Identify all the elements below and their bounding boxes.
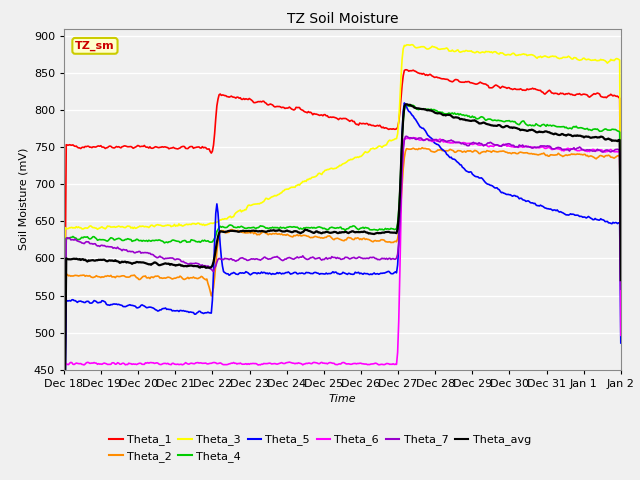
Theta_7: [392, 256, 399, 262]
Theta_7: [60, 469, 68, 475]
Theta_3: [408, 42, 416, 48]
Theta_avg: [324, 229, 332, 235]
Theta_6: [60, 473, 68, 479]
Theta_5: [328, 270, 335, 276]
Theta_avg: [392, 230, 399, 236]
Theta_1: [324, 114, 332, 120]
Theta_1: [60, 421, 68, 427]
Theta_6: [518, 144, 525, 149]
Theta_1: [362, 121, 369, 127]
Theta_2: [605, 152, 612, 158]
Theta_avg: [518, 127, 525, 132]
Line: Theta_7: Theta_7: [64, 136, 621, 472]
Theta_avg: [605, 136, 612, 142]
Theta_4: [328, 224, 335, 230]
Theta_4: [392, 226, 399, 232]
Theta_4: [617, 272, 625, 278]
Theta_6: [410, 135, 417, 141]
Theta_2: [328, 235, 335, 241]
Theta_2: [324, 233, 332, 239]
Y-axis label: Soil Moisture (mV): Soil Moisture (mV): [19, 148, 28, 251]
Theta_7: [324, 255, 332, 261]
Theta_2: [518, 149, 525, 155]
Theta_6: [328, 360, 335, 366]
Theta_4: [324, 227, 332, 232]
Theta_3: [518, 51, 525, 57]
Theta_2: [362, 237, 369, 242]
Theta_5: [518, 195, 525, 201]
Theta_4: [518, 119, 525, 125]
X-axis label: Time: Time: [328, 394, 356, 404]
Theta_1: [392, 126, 399, 132]
Theta_6: [324, 360, 332, 366]
Theta_7: [328, 254, 335, 260]
Theta_7: [518, 143, 525, 149]
Theta_5: [401, 100, 408, 106]
Line: Theta_4: Theta_4: [64, 105, 621, 470]
Theta_avg: [362, 229, 369, 235]
Theta_5: [617, 340, 625, 346]
Theta_3: [605, 59, 612, 65]
Theta_1: [605, 93, 612, 98]
Theta_4: [362, 225, 369, 230]
Theta_1: [518, 86, 525, 92]
Theta_2: [419, 145, 426, 151]
Theta_2: [617, 290, 625, 296]
Line: Theta_5: Theta_5: [64, 103, 621, 480]
Theta_avg: [60, 478, 68, 480]
Theta_1: [328, 115, 335, 120]
Line: Theta_1: Theta_1: [64, 70, 621, 424]
Theta_4: [605, 127, 612, 133]
Theta_3: [328, 166, 335, 171]
Theta_5: [605, 220, 612, 226]
Line: Theta_6: Theta_6: [64, 138, 621, 476]
Text: TZ_sm: TZ_sm: [75, 41, 115, 51]
Theta_1: [617, 246, 625, 252]
Theta_avg: [403, 101, 410, 107]
Theta_5: [362, 271, 369, 276]
Line: Theta_avg: Theta_avg: [64, 104, 621, 480]
Legend: Theta_1, Theta_2, Theta_3, Theta_4, Theta_5, Theta_6, Theta_7, Theta_avg: Theta_1, Theta_2, Theta_3, Theta_4, Thet…: [105, 430, 536, 466]
Theta_7: [605, 148, 612, 154]
Theta_avg: [328, 230, 335, 236]
Theta_3: [324, 167, 332, 172]
Line: Theta_3: Theta_3: [64, 45, 621, 386]
Theta_4: [407, 102, 415, 108]
Theta_3: [362, 149, 369, 155]
Theta_6: [392, 361, 399, 367]
Theta_6: [617, 333, 625, 338]
Theta_7: [617, 286, 625, 292]
Theta_1: [402, 67, 410, 72]
Theta_7: [362, 256, 369, 262]
Title: TZ Soil Moisture: TZ Soil Moisture: [287, 12, 398, 26]
Theta_2: [392, 239, 399, 244]
Theta_avg: [617, 277, 625, 283]
Theta_3: [60, 383, 68, 389]
Theta_4: [60, 468, 68, 473]
Theta_7: [403, 133, 410, 139]
Theta_6: [362, 361, 369, 367]
Theta_5: [392, 269, 399, 275]
Theta_5: [324, 271, 332, 276]
Theta_3: [617, 272, 625, 277]
Theta_3: [392, 136, 399, 142]
Line: Theta_2: Theta_2: [64, 148, 621, 480]
Theta_6: [605, 148, 612, 154]
